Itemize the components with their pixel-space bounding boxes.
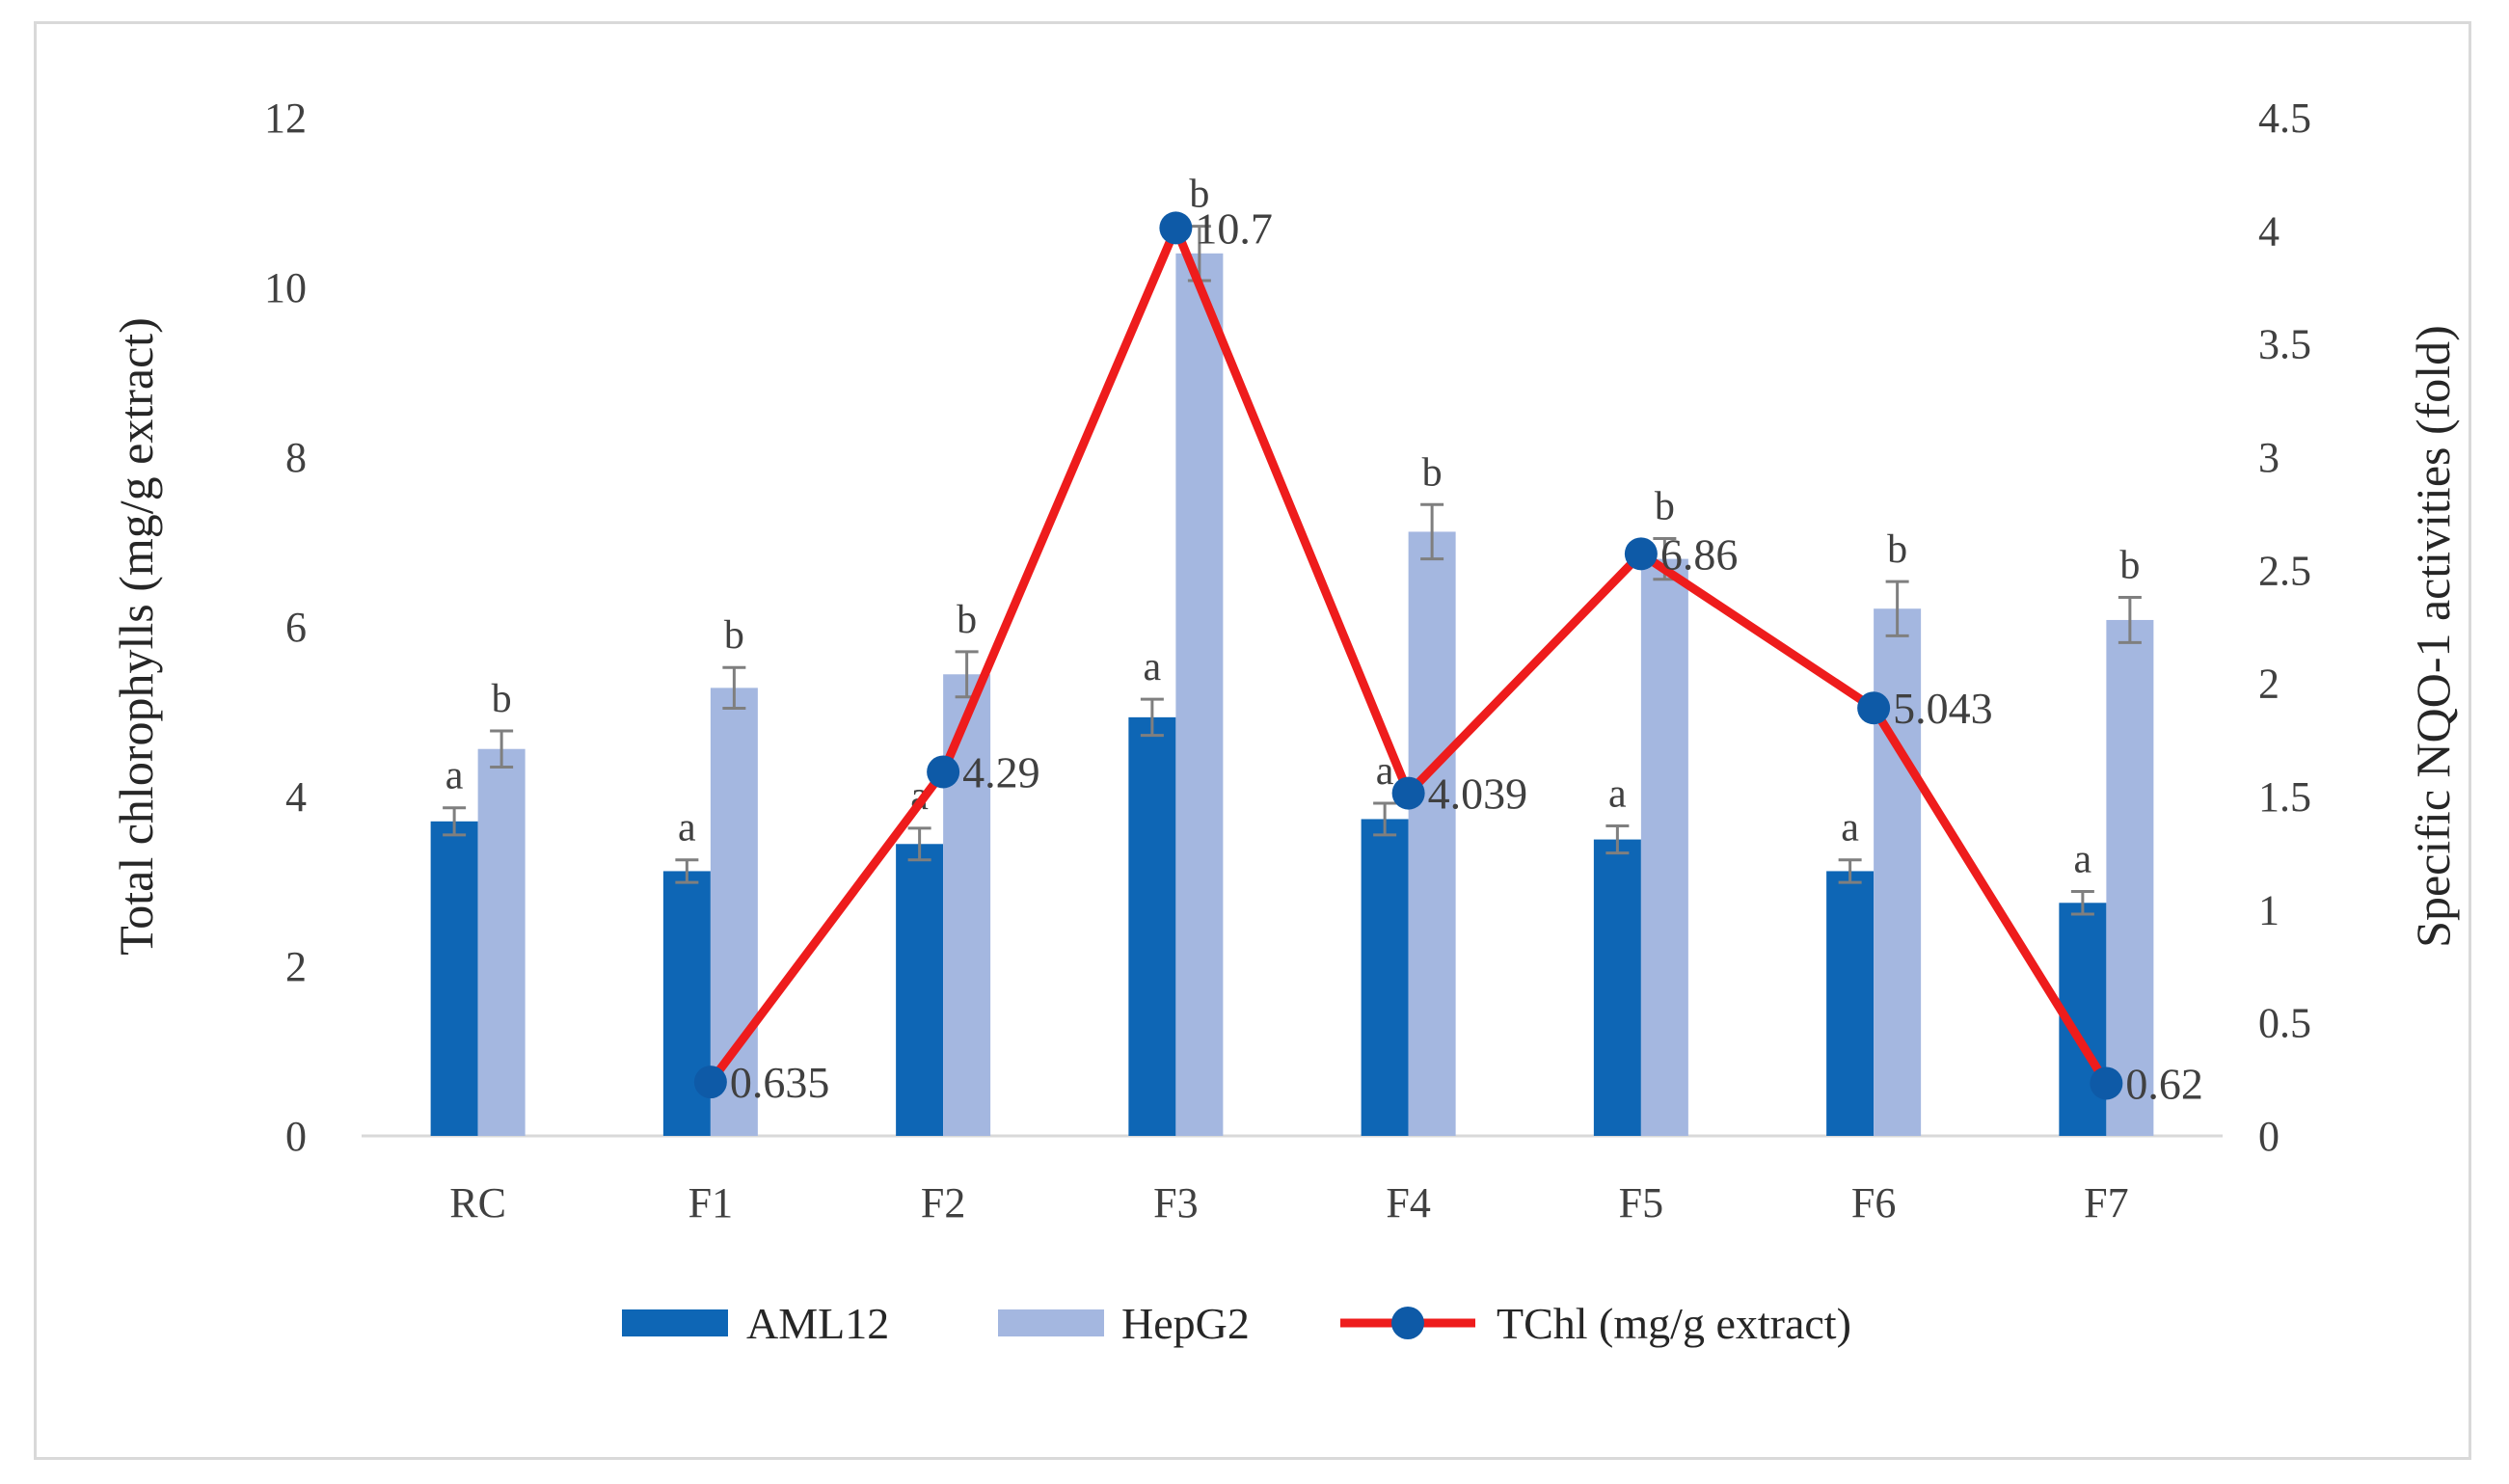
significance-letter: b (492, 677, 512, 721)
tchl-data-label: 4.29 (962, 747, 1040, 796)
right-tick-label: 4.5 (2258, 94, 2311, 142)
significance-letter: b (724, 613, 744, 658)
category-label: F1 (688, 1179, 733, 1227)
category-labels: RC F1 F2 F3 F4 F5 F6 F7 (449, 1179, 2128, 1227)
legend: AML12 HepG2 TChl (mg/g extract) (622, 1299, 1851, 1348)
significance-letter: b (1655, 484, 1675, 528)
aml12-bar (1593, 839, 1641, 1136)
left-tick-label: 4 (285, 773, 307, 821)
aml12-bar (896, 844, 944, 1136)
hepg2-bar (2106, 619, 2154, 1136)
left-tick-label: 6 (285, 604, 307, 651)
category-label: F5 (1619, 1179, 1663, 1227)
tchl-data-label: 4.039 (1428, 769, 1528, 819)
significance-letter: a (2074, 838, 2092, 882)
category-label: F4 (1386, 1179, 1430, 1227)
tchl-marker (1391, 776, 1425, 810)
right-axis-ticks: 0 0.5 1 1.5 2 2.5 3 3.5 4 4.5 (2258, 94, 2311, 1160)
right-tick-label: 1 (2258, 886, 2280, 933)
category-label: F7 (2084, 1179, 2128, 1227)
significance-letter: b (2119, 543, 2140, 587)
aml12-bar (1361, 819, 1409, 1136)
significance-letter: b (1189, 173, 1209, 217)
significance-letter: a (1144, 645, 1162, 689)
right-tick-label: 1.5 (2258, 773, 2311, 821)
significance-letter: b (1887, 527, 1907, 572)
aml12-bar (430, 821, 478, 1136)
legend-label-aml12: AML12 (746, 1299, 889, 1348)
category-label: RC (449, 1179, 506, 1227)
right-axis-title: Specific NQO-1 activities (fold) (2406, 325, 2460, 948)
right-tick-label: 0 (2258, 1113, 2280, 1160)
hepg2-bar (1408, 531, 1456, 1136)
hepg2-bar (1175, 253, 1224, 1136)
significance-letter: a (1608, 772, 1627, 817)
hepg2-bar (477, 748, 526, 1136)
significance-letter: a (445, 754, 464, 798)
left-tick-label: 8 (285, 434, 307, 481)
tchl-marker (693, 1066, 727, 1099)
legend-label-tchl: TChl (mg/g extract) (1497, 1299, 1851, 1348)
significance-letter: b (957, 598, 977, 642)
right-tick-label: 4 (2258, 207, 2280, 255)
tchl-marker (927, 755, 960, 789)
hepg2-bar (943, 674, 991, 1136)
left-tick-label: 12 (264, 94, 307, 142)
tchl-marker (1857, 691, 1891, 725)
tchl-data-label: 6.86 (1660, 529, 1739, 579)
hepg2-bar (1640, 558, 1688, 1136)
significance-letter: a (1376, 749, 1394, 794)
tchl-marker (1159, 211, 1193, 245)
hepg2-bar (710, 688, 758, 1136)
tchl-marker (1624, 537, 1658, 571)
left-tick-label: 0 (285, 1113, 307, 1160)
right-tick-label: 2 (2258, 661, 2280, 708)
tchl-data-label: 10.7 (1195, 203, 1273, 253)
tchl-data-label: 0.635 (730, 1058, 830, 1107)
significance-letter: a (1841, 806, 1859, 850)
legend-label-hepg2: HepG2 (1121, 1299, 1250, 1348)
category-label: F2 (921, 1179, 965, 1227)
left-axis-title: Total chlorophylls (mg/g extract) (109, 317, 163, 956)
aml12-bar (1826, 871, 1875, 1136)
right-tick-label: 0.5 (2258, 1000, 2311, 1047)
right-tick-label: 2.5 (2258, 547, 2311, 594)
legend-swatch-tchl-marker (1391, 1307, 1424, 1339)
right-tick-label: 3.5 (2258, 321, 2311, 368)
left-axis-ticks: 0 2 4 6 8 10 12 (264, 94, 307, 1160)
chart-frame (34, 21, 2471, 1460)
legend-swatch-aml12 (622, 1309, 728, 1336)
legend-swatch-hepg2 (998, 1309, 1104, 1336)
category-label: F3 (1153, 1179, 1198, 1227)
left-tick-label: 10 (264, 264, 307, 311)
tchl-data-label: 0.62 (2125, 1059, 2203, 1108)
category-label: F6 (1851, 1179, 1896, 1227)
tchl-marker (2090, 1066, 2123, 1100)
aml12-bar (1128, 716, 1176, 1136)
tchl-line-layer: 0.635 4.29 10.7 4.039 6.86 5.043 0.62 (693, 203, 2203, 1108)
right-tick-label: 3 (2258, 434, 2280, 481)
left-tick-label: 2 (285, 943, 307, 990)
tchl-data-label: 5.043 (1893, 684, 1993, 733)
significance-letter: b (1422, 450, 1443, 495)
significance-letter: a (678, 806, 696, 850)
